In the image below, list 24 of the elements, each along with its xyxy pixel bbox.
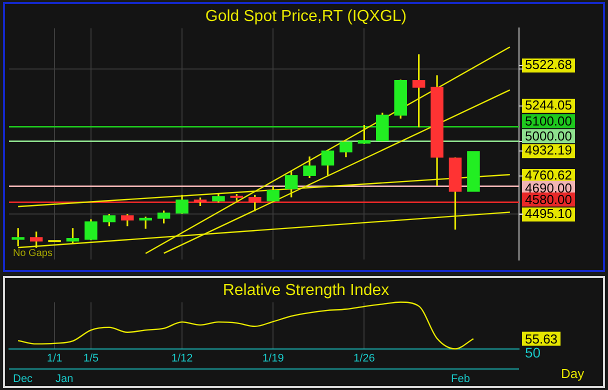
y-tick-label: 4495.10 <box>525 206 572 222</box>
y-tick-label: 5522.68 <box>525 57 572 72</box>
text: Jan <box>56 373 74 385</box>
ref-line-label: 4690.00 <box>525 180 572 196</box>
x-tick-label: 1/5 <box>83 352 99 364</box>
ref-line-label: 5000.00 <box>525 128 572 144</box>
x-tick-label: 1/12 <box>171 352 193 364</box>
x-tick-label: 1/26 <box>353 352 375 364</box>
x-tick-label: 1/19 <box>262 352 284 364</box>
ref-line-label: 5100.00 <box>525 114 572 129</box>
annotation: No Gaps <box>13 248 52 260</box>
candlestick <box>467 151 480 192</box>
text: Day <box>561 366 585 381</box>
ref-line-label: 4580.00 <box>525 192 572 208</box>
text: Feb <box>451 373 470 385</box>
chart-title: Relative Strength Index <box>222 282 390 300</box>
y-tick-label: 5244.05 <box>525 97 572 112</box>
text: Dec <box>13 373 34 385</box>
x-tick-label: 1/1 <box>46 352 62 364</box>
text: 50 <box>525 344 541 361</box>
y-tick-label: 4760.62 <box>525 168 572 183</box>
chart-title: Gold Spot Price,RT (IQXGL) <box>205 8 407 26</box>
y-tick-label: 4932.19 <box>525 142 572 158</box>
text: 55.63 <box>525 331 558 346</box>
